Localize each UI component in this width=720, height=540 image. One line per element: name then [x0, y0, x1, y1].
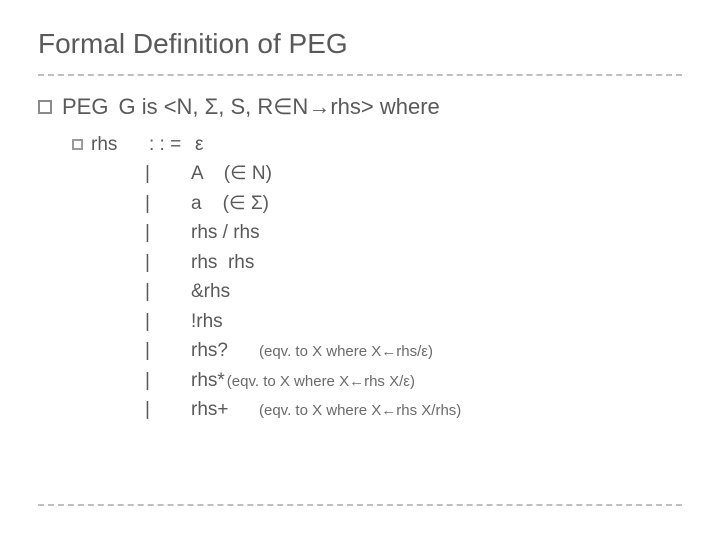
pipe: | [143, 248, 191, 277]
grammar-row: rhs : : = ε [72, 130, 682, 159]
square-bullet-icon [38, 100, 52, 114]
grammar-prod: &rhs [191, 277, 682, 306]
pipe: | [143, 218, 191, 247]
page-title: Formal Definition of PEG [38, 28, 682, 70]
grammar-lhs: rhs [91, 130, 147, 159]
prod-expr: rhs rhs [191, 248, 254, 277]
prod-note: (eqv. to X where X←rhs X/ε) [227, 370, 415, 393]
peg-definition-line: PEG G is <N, Σ, S, R∈N→rhs> where [38, 94, 682, 120]
pipe: | [143, 277, 191, 306]
grammar-prod: rhs / rhs [191, 218, 682, 247]
pipe: | [143, 159, 191, 188]
grammar-prod: a (∈ Σ) [191, 189, 682, 218]
grammar-row: | a (∈ Σ) [72, 189, 682, 218]
prod-expr: rhs? [191, 336, 251, 365]
square-bullet-icon [72, 139, 83, 150]
peg-text: G is <N, Σ, S, R∈N→rhs> where [118, 94, 439, 120]
pipe: | [143, 366, 191, 395]
grammar-row: | rhs / rhs [72, 218, 682, 247]
grammar-row: | &rhs [72, 277, 682, 306]
prod-expr: &rhs [191, 277, 230, 306]
prod-expr: rhs+ [191, 395, 251, 424]
grammar-row: | rhs+ (eqv. to X where X←rhs X/rhs) [72, 395, 682, 424]
grammar-block: rhs : : = ε | A (∈ N) | a (∈ Σ) [72, 130, 682, 424]
pipe: | [143, 307, 191, 336]
grammar-prod: !rhs [191, 307, 682, 336]
grammar-row: | rhs? (eqv. to X where X←rhs/ε) [72, 336, 682, 365]
peg-label: PEG [62, 94, 108, 120]
pipe: | [143, 395, 191, 424]
prod-note: (eqv. to X where X←rhs X/rhs) [259, 399, 461, 422]
divider-top [38, 74, 682, 76]
grammar-prod: rhs rhs [191, 248, 682, 277]
grammar-row: | rhs* (eqv. to X where X←rhs X/ε) [72, 366, 682, 395]
prod-expr: ε [195, 134, 203, 155]
prod-note: (eqv. to X where X←rhs/ε) [259, 340, 433, 363]
grammar-prod: A (∈ N) [191, 159, 682, 188]
prod-expr: rhs* [191, 366, 225, 395]
prod-expr: a (∈ Σ) [191, 189, 269, 218]
grammar-prod: rhs? (eqv. to X where X←rhs/ε) [191, 336, 682, 365]
grammar-row: | rhs rhs [72, 248, 682, 277]
grammar-prod: rhs+ (eqv. to X where X←rhs X/rhs) [191, 395, 682, 424]
grammar-prod: ε [195, 130, 682, 159]
prod-expr: !rhs [191, 307, 223, 336]
divider-bottom [38, 504, 682, 506]
grammar-defsym: : : = [147, 130, 195, 159]
slide: Formal Definition of PEG PEG G is <N, Σ,… [0, 0, 720, 540]
grammar-row: | A (∈ N) [72, 159, 682, 188]
pipe: | [143, 189, 191, 218]
prod-expr: A (∈ N) [191, 159, 272, 188]
grammar-prod: rhs* (eqv. to X where X←rhs X/ε) [191, 366, 682, 395]
prod-expr: rhs / rhs [191, 218, 260, 247]
pipe: | [143, 336, 191, 365]
grammar-row: | !rhs [72, 307, 682, 336]
